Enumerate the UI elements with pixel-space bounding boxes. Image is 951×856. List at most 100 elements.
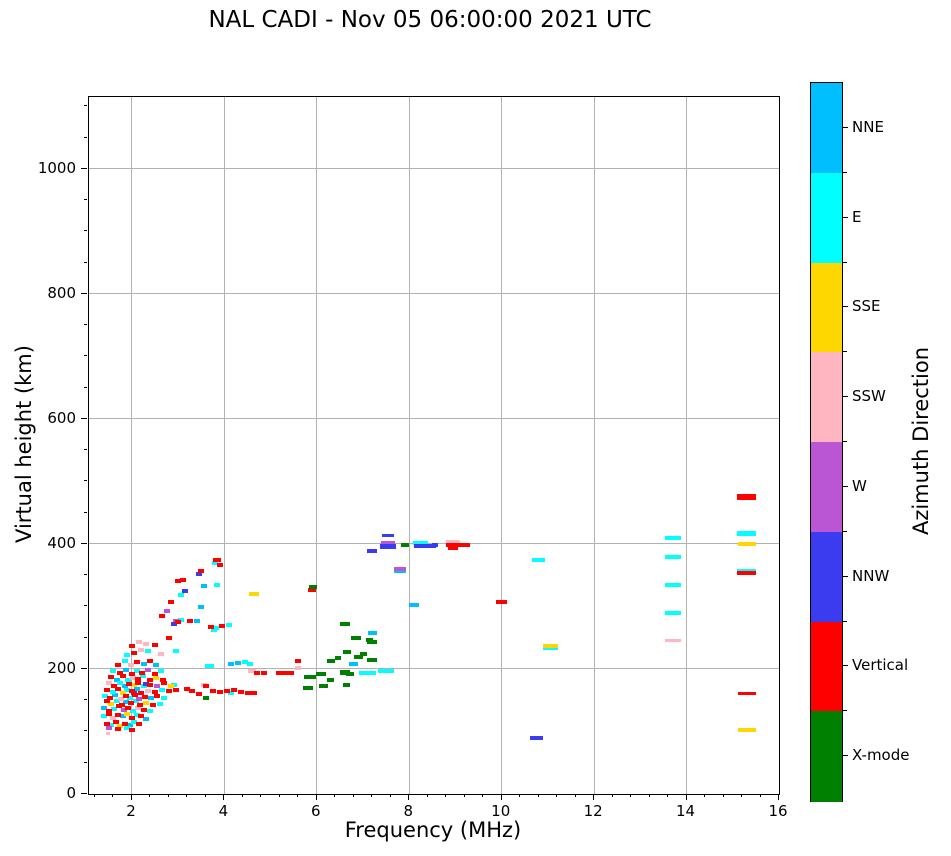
data-point-nnw <box>414 543 437 548</box>
data-point-vertical <box>119 674 126 679</box>
data-point-ssw <box>664 639 681 643</box>
data-point-vertical <box>154 693 161 698</box>
data-point-vertical <box>496 600 508 605</box>
data-point-x-mode <box>309 585 318 590</box>
data-point-x-mode <box>327 678 335 683</box>
data-point-x-mode <box>400 542 409 547</box>
data-point-ssw <box>128 663 135 668</box>
data-point-e <box>242 660 249 665</box>
colorbar-tick <box>843 396 848 398</box>
data-point-vertical <box>737 494 757 501</box>
data-point-e <box>129 708 136 713</box>
data-point-ssw <box>295 665 302 670</box>
data-point-ssw <box>446 540 461 545</box>
x-minor-tick <box>611 794 613 797</box>
data-point-e <box>124 653 131 658</box>
x-minor-tick <box>445 794 447 797</box>
data-point-e <box>532 557 546 562</box>
data-point-vertical <box>115 662 122 667</box>
x-minor-tick <box>112 794 114 797</box>
data-point-e <box>378 669 395 674</box>
data-point-w <box>120 708 127 713</box>
colorbar-boundary-tick <box>843 351 847 353</box>
data-point-nne <box>121 684 128 689</box>
data-point-vertical <box>202 684 209 689</box>
data-point-vertical <box>128 727 135 732</box>
data-point-vertical <box>108 675 115 680</box>
y-tick-label: 0 <box>66 784 76 802</box>
data-point-nne <box>235 660 242 665</box>
data-point-nne <box>123 668 130 673</box>
data-point-nne <box>349 661 359 666</box>
data-point-x-mode <box>351 635 362 640</box>
data-point-e <box>156 701 163 706</box>
x-minor-tick <box>648 794 650 797</box>
x-tick <box>408 794 410 800</box>
x-minor-tick <box>722 794 724 797</box>
colorbar-title: Azimuth Direction <box>909 346 933 536</box>
data-point-e <box>207 664 214 669</box>
data-point-vertical <box>152 643 159 648</box>
data-point-w <box>381 540 396 545</box>
colorbar <box>810 82 843 802</box>
y-tick <box>81 667 87 669</box>
x-minor-tick <box>260 794 262 797</box>
x-tick <box>315 794 317 800</box>
data-point-e <box>110 668 117 673</box>
y-minor-tick <box>84 386 87 388</box>
data-point-e <box>228 690 235 695</box>
data-point-ssw <box>117 696 124 701</box>
x-tick-label: 4 <box>218 802 229 820</box>
data-point-ssw <box>248 668 257 673</box>
data-point-vertical <box>146 677 153 682</box>
data-point-e <box>159 687 166 692</box>
colorbar-segment-sse <box>811 262 842 353</box>
data-point-vertical <box>126 681 133 686</box>
data-point-nne <box>140 661 147 666</box>
gridline-x <box>778 97 779 794</box>
data-point-vertical <box>159 613 166 618</box>
data-point-vertical <box>105 708 112 713</box>
colorbar-boundary-tick <box>843 620 847 622</box>
data-point-e <box>213 626 220 631</box>
data-point-x-mode <box>367 658 378 663</box>
x-tick-label: 16 <box>768 802 788 820</box>
data-point-nnw <box>380 543 397 549</box>
gridline-x <box>686 97 688 794</box>
data-point-nnw <box>431 543 438 548</box>
data-point-e <box>157 669 164 674</box>
data-point-e <box>737 530 757 536</box>
gridline-y <box>89 418 779 420</box>
data-point-vertical <box>128 689 135 694</box>
x-tick <box>685 794 687 800</box>
data-point-nne <box>114 677 121 682</box>
y-tick-label: 600 <box>47 408 76 427</box>
x-minor-tick <box>278 794 280 797</box>
x-minor-tick <box>426 794 428 797</box>
data-point-w <box>105 726 112 731</box>
data-point-vertical <box>122 694 129 699</box>
data-point-vertical <box>139 670 146 675</box>
y-axis-label: Virtual height (km) <box>12 345 36 543</box>
data-point-nnw <box>195 571 202 576</box>
data-point-vertical <box>448 546 459 551</box>
colorbar-label-nne: NNE <box>852 117 884 136</box>
data-point-x-mode <box>342 650 351 655</box>
y-tick <box>81 542 87 544</box>
data-point-vertical <box>135 721 142 726</box>
data-point-sse <box>249 591 260 596</box>
data-point-vertical <box>179 577 186 582</box>
data-point-e <box>214 583 221 588</box>
data-point-e <box>108 723 115 728</box>
data-point-e <box>664 583 681 588</box>
data-point-nnw <box>367 548 378 553</box>
data-point-vertical <box>118 702 125 707</box>
data-point-vertical <box>237 690 244 695</box>
data-point-nnw <box>382 534 395 538</box>
data-point-vertical <box>160 678 167 683</box>
x-tick-label: 12 <box>583 802 603 820</box>
data-point-vertical <box>283 670 290 675</box>
y-tick-label: 1000 <box>37 158 76 177</box>
y-minor-tick <box>84 199 87 201</box>
x-minor-tick <box>389 794 391 797</box>
